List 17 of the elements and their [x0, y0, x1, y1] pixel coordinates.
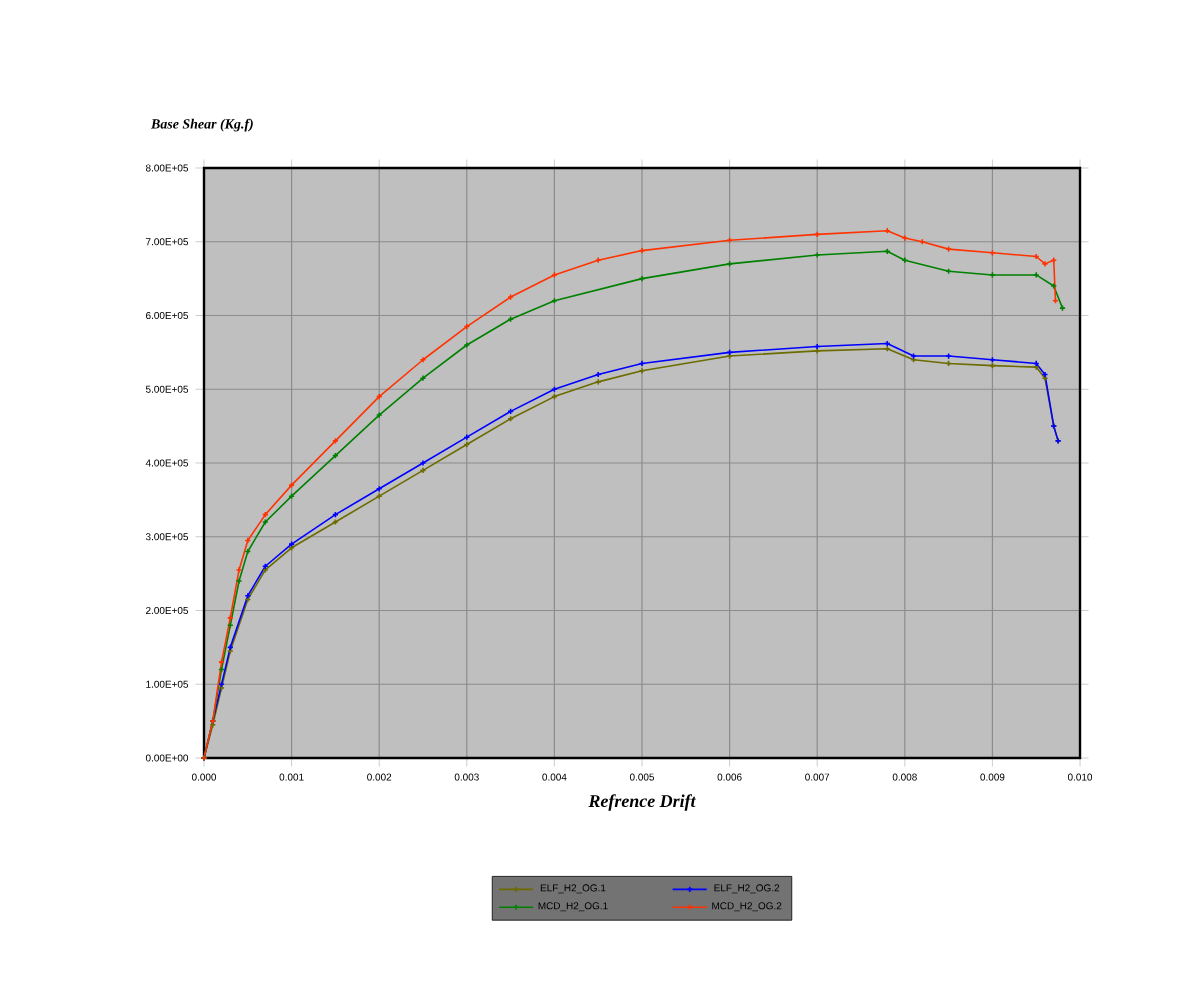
point — [1050, 256, 1058, 264]
point — [375, 411, 383, 419]
point — [463, 433, 471, 441]
point — [419, 356, 427, 364]
point — [226, 621, 234, 629]
point — [375, 492, 383, 500]
point — [901, 234, 909, 242]
point — [226, 614, 234, 622]
point — [375, 485, 383, 493]
point — [594, 256, 602, 264]
point — [419, 374, 427, 382]
point — [1041, 260, 1049, 268]
point — [813, 251, 821, 259]
point — [1032, 271, 1040, 279]
point — [463, 341, 471, 349]
point — [1050, 282, 1058, 290]
x-axis-title: Refrence Drift — [588, 794, 696, 811]
